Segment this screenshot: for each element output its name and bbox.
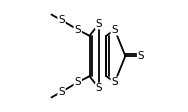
Text: S: S bbox=[96, 18, 102, 29]
Text: S: S bbox=[74, 77, 81, 87]
Text: S: S bbox=[111, 25, 118, 35]
Text: S: S bbox=[74, 25, 81, 35]
Text: S: S bbox=[58, 15, 65, 25]
Text: S: S bbox=[58, 87, 65, 97]
Text: S: S bbox=[138, 51, 144, 61]
Text: S: S bbox=[111, 77, 118, 87]
Text: S: S bbox=[96, 83, 102, 94]
